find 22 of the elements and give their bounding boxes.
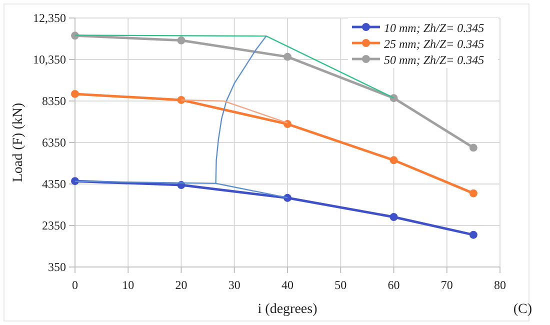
x-tick-label: 20 [175, 278, 188, 292]
x-tick-label: 0 [72, 278, 78, 292]
text: (C) [513, 302, 532, 317]
x-tick-label: 30 [228, 278, 240, 292]
x-tick-label: 60 [388, 278, 400, 292]
legend-label: 25 mm; Zh/Z= 0.345 [384, 37, 484, 51]
x-tick-label: 10 [122, 278, 134, 292]
x-tick-label: 50 [334, 278, 347, 292]
x-tick-label: 70 [440, 278, 453, 292]
y-axis-title: Load (F) (kN) [11, 102, 26, 182]
y-tick-label: 2350 [42, 218, 66, 232]
y-tick-label: 12,350 [33, 10, 66, 25]
legend-label: 10 mm; Zh/Z= 0.345 [384, 21, 484, 35]
y-tick-label: 4350 [42, 176, 66, 191]
y-tick-label: 10,350 [33, 52, 66, 66]
y-tick-label: 6350 [42, 135, 66, 150]
legend-label: 50 mm; Zh/Z= 0.345 [384, 53, 484, 67]
y-tick-label: 350 [48, 260, 66, 274]
y-tick-label: 8350 [42, 94, 66, 108]
x-tick-label: 40 [282, 278, 294, 292]
x-axis-title: i (degrees) [258, 302, 318, 317]
x-tick-label: 80 [494, 278, 506, 292]
